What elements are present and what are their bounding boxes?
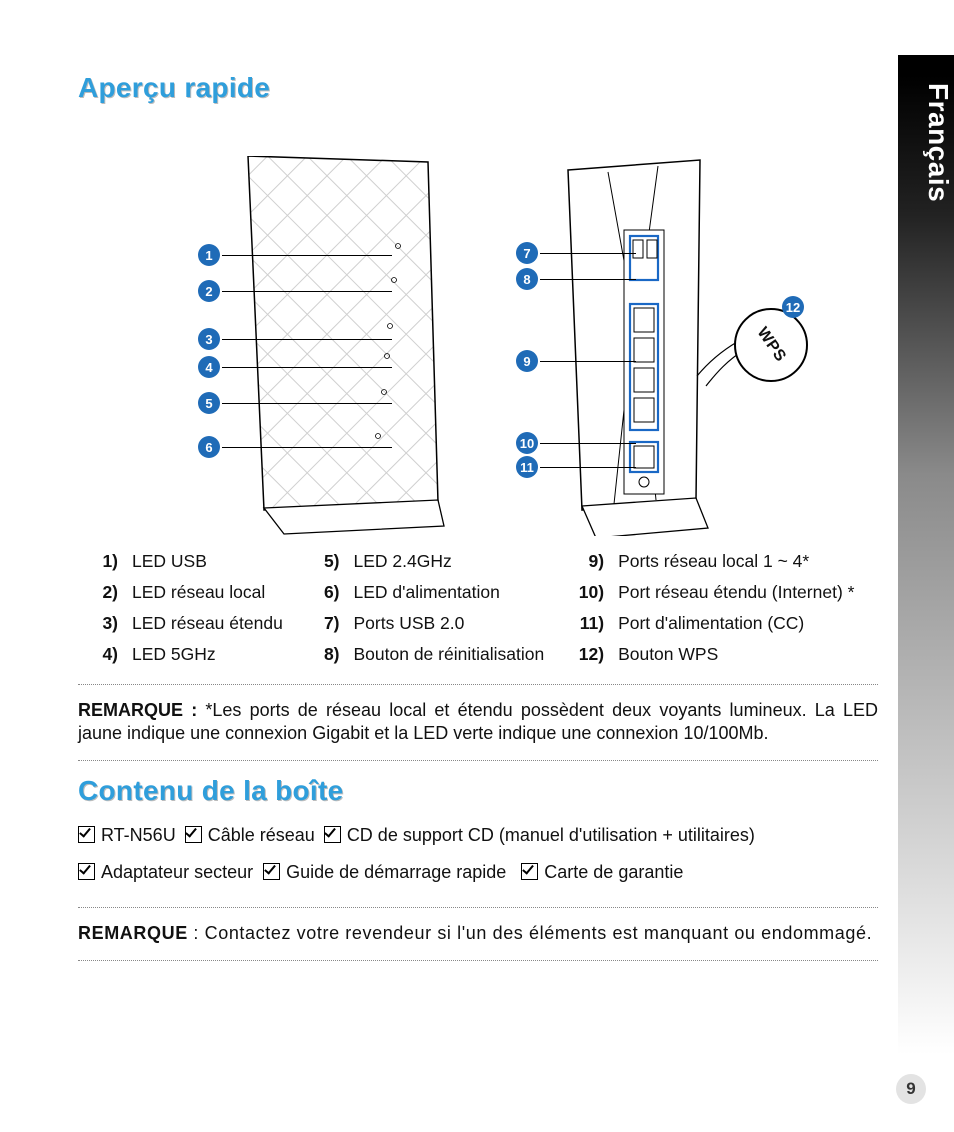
checkbox-icon xyxy=(185,826,202,843)
leader-line xyxy=(222,447,392,448)
checkbox-icon xyxy=(521,863,538,880)
quick-look-diagram: 123456 7891011 WPS 12 xyxy=(128,116,828,534)
callout-2: 2 xyxy=(198,280,220,302)
device-front-illustration xyxy=(228,156,458,536)
leader-line xyxy=(222,403,392,404)
callout-8: 8 xyxy=(516,268,538,290)
legend-t: Ports réseau local 1 ~ 4* xyxy=(614,546,878,577)
checkbox-icon xyxy=(78,863,95,880)
leader-line xyxy=(222,255,392,256)
language-tab-label: Français xyxy=(898,83,954,202)
heading-contents: Contenu de la boîte xyxy=(78,775,878,807)
callout-6: 6 xyxy=(198,436,220,458)
callout-1: 1 xyxy=(198,244,220,266)
leader-line xyxy=(540,361,636,362)
callout-7: 7 xyxy=(516,242,538,264)
legend-n: 5) xyxy=(300,546,350,577)
wps-bubble: WPS xyxy=(734,308,808,382)
divider xyxy=(78,760,878,761)
remark-ports: REMARQUE : *Les ports de réseau local et… xyxy=(78,699,878,746)
leader-line xyxy=(222,291,392,292)
leader-line xyxy=(540,443,636,444)
box-contents-line-1: RT-N56U Câble réseau CD de support CD (m… xyxy=(78,819,878,852)
checkbox-icon xyxy=(78,826,95,843)
divider xyxy=(78,684,878,685)
legend-t: LED USB xyxy=(128,546,300,577)
callout-4: 4 xyxy=(198,356,220,378)
callout-11: 11 xyxy=(516,456,538,478)
box-contents-line-2: Adaptateur secteur Guide de démarrage ra… xyxy=(78,856,878,889)
callout-3: 3 xyxy=(198,328,220,350)
checkbox-icon xyxy=(263,863,280,880)
divider xyxy=(78,907,878,908)
leader-line xyxy=(222,339,392,340)
checkbox-icon xyxy=(324,826,341,843)
callout-5: 5 xyxy=(198,392,220,414)
language-tab: Français xyxy=(898,55,954,1085)
callout-9: 9 xyxy=(516,350,538,372)
leader-line xyxy=(540,253,636,254)
legend-t: LED 2.4GHz xyxy=(350,546,565,577)
legend-n: 9) xyxy=(564,546,614,577)
page-number: 9 xyxy=(896,1074,926,1104)
leader-line xyxy=(222,367,392,368)
divider xyxy=(78,960,878,961)
remark-missing: REMARQUE : Contactez votre revendeur si … xyxy=(78,922,878,945)
leader-line xyxy=(540,467,636,468)
wps-bubble-label: WPS xyxy=(753,324,790,365)
legend-n: 1) xyxy=(78,546,128,577)
callout-12: 12 xyxy=(782,296,804,318)
legend-table: 1) LED USB 5) LED 2.4GHz 9) Ports réseau… xyxy=(78,546,878,670)
page-body: Aperçu rapide xyxy=(78,72,878,975)
leader-line xyxy=(540,279,636,280)
callout-10: 10 xyxy=(516,432,538,454)
heading-overview: Aperçu rapide xyxy=(78,72,878,104)
